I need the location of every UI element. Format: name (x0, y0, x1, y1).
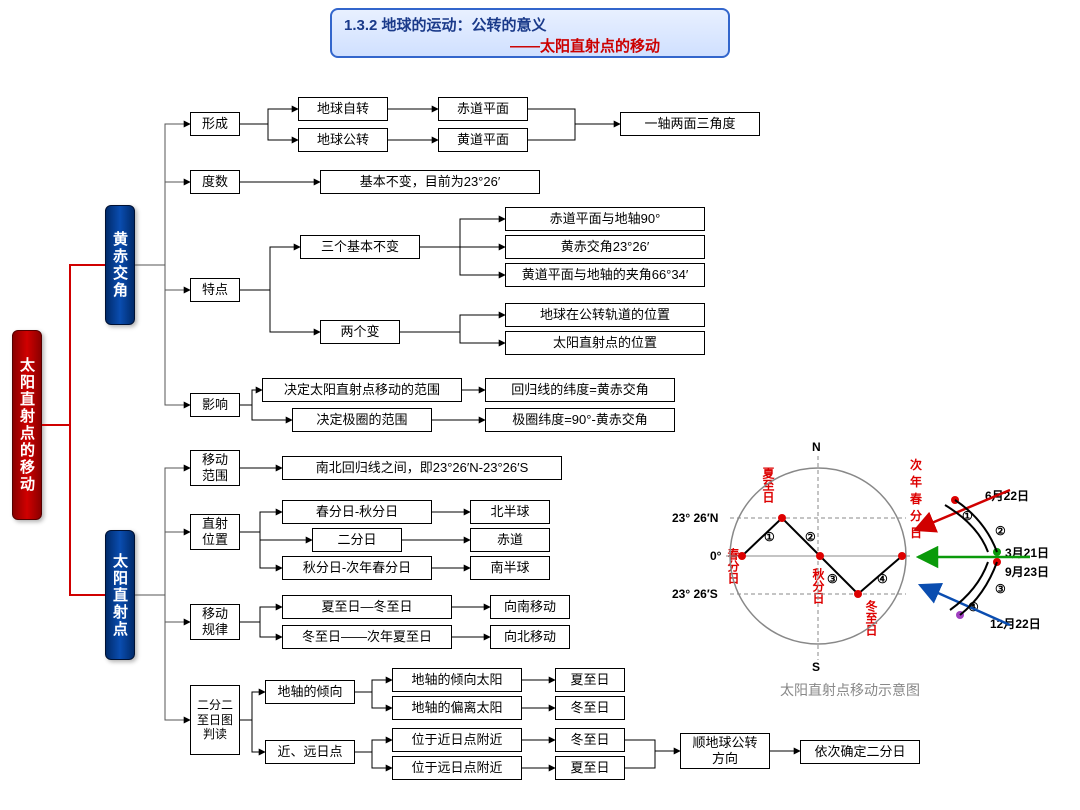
fig-n2a: ② (805, 530, 816, 544)
fig-n2b: ② (995, 524, 1006, 538)
node-b1-txt: 南北回归线之间，即23°26′N-23°26′S (282, 456, 562, 480)
node-b3-2: 冬至日——次年夏至日 (282, 625, 452, 649)
branch-b-box: 太阳直射点 (105, 530, 135, 660)
node-a3-2b: 太阳直射点的位置 (505, 331, 705, 355)
figure-caption: 太阳直射点移动示意图 (780, 680, 920, 700)
fig-qf: 秋分日 (810, 568, 827, 604)
node-b3-1r: 向南移动 (490, 595, 570, 619)
node-a1-2r: 黄道平面 (438, 128, 528, 152)
fig-S: S (812, 660, 820, 674)
node-a3-1c: 黄道平面与地轴的夹角66°34′ (505, 263, 705, 287)
node-b4-2b: 位于远日点附近 (392, 756, 522, 780)
branch-b-label: 太阳直射点 (111, 553, 128, 638)
fig-cf: 春分日 (725, 548, 742, 584)
node-b3-1: 夏至日—冬至日 (282, 595, 452, 619)
branch-a-label: 黄赤交角 (111, 231, 128, 299)
fig-d2: 3月21日 (1005, 544, 1049, 561)
node-b4-next2: 依次确定二分日 (800, 740, 920, 764)
fig-d3: 9月23日 (1005, 563, 1049, 580)
fig-n4b: ④ (968, 600, 979, 614)
node-b3-2r: 向北移动 (490, 625, 570, 649)
title-box: 1.3.2 地球的运动：公转的意义 ——太阳直射点的移动 (330, 8, 730, 58)
node-a3: 特点 (190, 278, 240, 302)
node-b4-1b: 地轴的偏离太阳 (392, 696, 522, 720)
title-main: 1.3.2 地球的运动：公转的意义 (344, 14, 716, 35)
node-a4-2r: 极圈纬度=90°-黄赤交角 (485, 408, 675, 432)
node-b4-2a: 位于近日点附近 (392, 728, 522, 752)
node-b4-1ar: 夏至日 (555, 668, 625, 692)
node-b2-1: 春分日-秋分日 (282, 500, 432, 524)
node-a3-1: 三个基本不变 (300, 235, 420, 259)
fig-xz: 夏至日 (760, 467, 777, 503)
node-b4-1br: 冬至日 (555, 696, 625, 720)
node-b4-1a: 地轴的倾向太阳 (392, 668, 522, 692)
fig-lat2: 23° 26′S (672, 587, 718, 601)
fig-n1b: ① (962, 509, 973, 523)
node-b2-1r: 北半球 (470, 500, 550, 524)
node-b4-2ar: 冬至日 (555, 728, 625, 752)
node-b2-3: 秋分日-次年春分日 (282, 556, 432, 580)
fig-n4a: ④ (877, 572, 888, 586)
node-b4: 二分二至日图判读 (190, 685, 240, 755)
root-label: 太阳直射点的移动 (18, 357, 35, 493)
node-a4-1r: 回归线的纬度=黄赤交角 (485, 378, 675, 402)
node-a1-2: 地球公转 (298, 128, 388, 152)
fig-n3b: ③ (995, 582, 1006, 596)
title-sub: ——太阳直射点的移动 (454, 35, 716, 56)
fig-d4: 12月22日 (990, 615, 1041, 632)
node-b4-next1: 顺地球公转方向 (680, 733, 770, 769)
node-b2: 直射位置 (190, 514, 240, 550)
node-a3-1a: 赤道平面与地轴90° (505, 207, 705, 231)
branch-a-box: 黄赤交角 (105, 205, 135, 325)
fig-n1a: ① (764, 530, 775, 544)
node-a3-2: 两个变 (320, 320, 400, 344)
node-a3-2a: 地球在公转轨道的位置 (505, 303, 705, 327)
node-b2-2: 二分日 (312, 528, 402, 552)
fig-n3a: ③ (827, 572, 838, 586)
node-b2-3r: 南半球 (470, 556, 550, 580)
fig-N: N (812, 440, 821, 454)
fig-lat1: 23° 26′N (672, 511, 718, 525)
node-a2: 度数 (190, 170, 240, 194)
node-a1: 形成 (190, 112, 240, 136)
fig-cf2: 次年春分日 (910, 456, 925, 541)
node-b4-2br: 夏至日 (555, 756, 625, 780)
node-b4-2: 近、远日点 (265, 740, 355, 764)
node-a2-txt: 基本不变，目前为23°26′ (320, 170, 540, 194)
node-b1: 移动范围 (190, 450, 240, 486)
node-a4-2: 决定极圈的范围 (292, 408, 432, 432)
node-a4-1: 决定太阳直射点移动的范围 (262, 378, 462, 402)
node-b3: 移动规律 (190, 604, 240, 640)
node-b2-2r: 赤道 (470, 528, 550, 552)
node-a1-1: 地球自转 (298, 97, 388, 121)
fig-lat0: 0° (710, 549, 721, 563)
fig-d1: 6月22日 (985, 487, 1029, 504)
node-a4: 影响 (190, 393, 240, 417)
node-a3-1b: 黄赤交角23°26′ (505, 235, 705, 259)
root-box: 太阳直射点的移动 (12, 330, 42, 520)
fig-dz: 冬至日 (863, 600, 880, 636)
node-b4-1: 地轴的倾向 (265, 680, 355, 704)
node-a1-1r: 赤道平面 (438, 97, 528, 121)
node-a1-final: 一轴两面三角度 (620, 112, 760, 136)
